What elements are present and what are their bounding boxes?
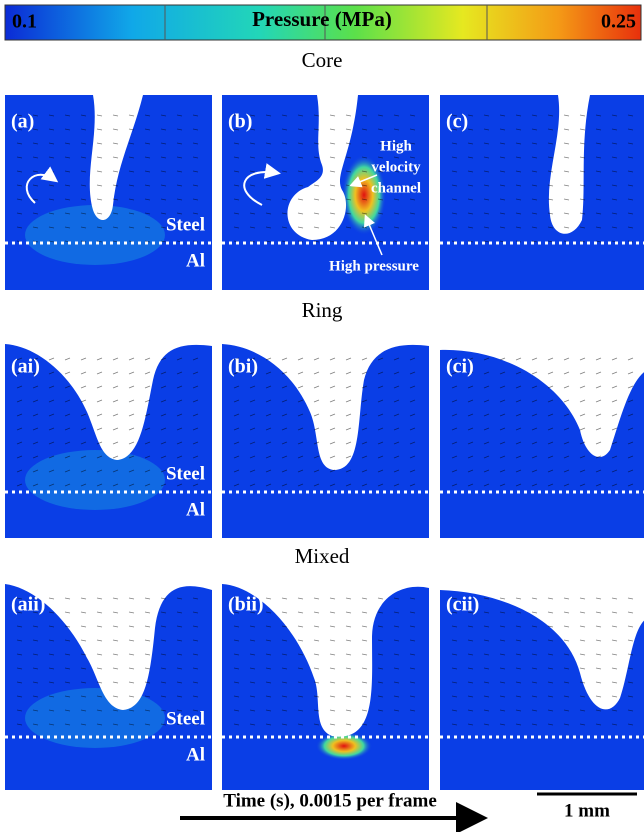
time-label: Time (s), 0.0015 per frame: [223, 790, 437, 811]
channel-label: channel: [371, 180, 421, 196]
al-label: Al: [186, 744, 205, 765]
scale-label: 1 mm: [564, 800, 610, 821]
panel: (ai) Steel Al: [5, 340, 212, 538]
panel: (cii): [440, 578, 644, 790]
panels: Core (a) Steel Al (b) (c) Ring (ai) Steel Al (bi) (…: [5, 48, 644, 790]
colorbar-min: 0.1: [12, 11, 37, 33]
figure: 0.1 Pressure (MPa) 0.25 Core (a) Steel Al (b…: [0, 0, 644, 832]
row-title: Core: [302, 48, 343, 72]
colorbar-max: 0.25: [601, 11, 636, 33]
panel: (ci): [440, 340, 644, 538]
melt-pool: [440, 95, 644, 290]
channel-label: velocity: [371, 159, 421, 175]
row-title: Ring: [302, 298, 343, 322]
panel-label: (b): [228, 111, 252, 133]
panel-label: (bi): [228, 356, 258, 378]
pressure-zone: [25, 450, 165, 510]
panel: (bi): [222, 340, 429, 538]
row-title: Mixed: [295, 544, 350, 568]
panel-label: (bii): [228, 594, 264, 616]
colorbar-title: Pressure (MPa): [252, 7, 392, 31]
steel-label: Steel: [166, 708, 205, 729]
al-label: Al: [186, 499, 205, 520]
steel-label: Steel: [166, 214, 205, 235]
al-label: Al: [186, 250, 205, 271]
panel: (bii): [222, 578, 429, 790]
panel-label: (ai): [11, 356, 40, 378]
panel-label: (ci): [446, 356, 474, 378]
panel-label: (a): [11, 111, 34, 133]
pressure-label: High pressure: [329, 258, 419, 274]
panel: (a) Steel Al: [5, 95, 212, 290]
panel: (aii) Steel Al: [5, 578, 212, 790]
panel: (c): [440, 95, 644, 290]
panel-label: (aii): [11, 594, 45, 616]
panel-label: (c): [446, 111, 468, 133]
steel-label: Steel: [166, 463, 205, 484]
panel-label: (cii): [446, 594, 479, 616]
channel-label: High: [380, 138, 412, 154]
pressure-zone: [25, 688, 165, 748]
